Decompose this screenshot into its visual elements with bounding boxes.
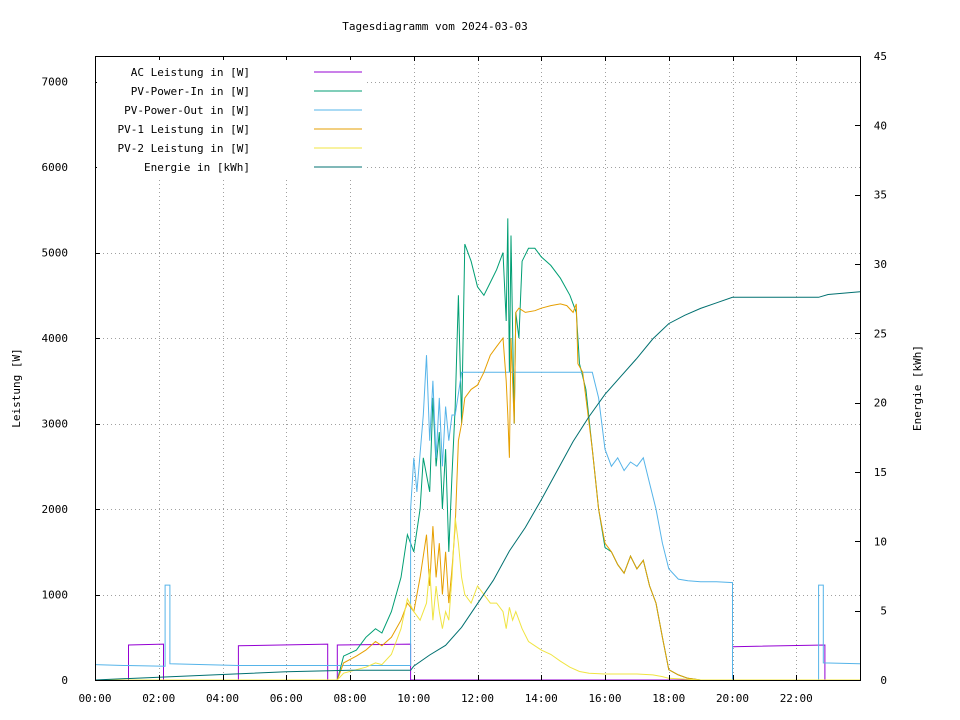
y2-tick-label: 35 <box>874 189 887 202</box>
y2-tick-label: 40 <box>874 119 887 132</box>
y2-tick-label: 5 <box>880 605 887 618</box>
legend-label: PV-2 Leistung in [W] <box>118 142 250 155</box>
x-tick-label: 20:00 <box>716 692 749 705</box>
y-axis-label: Leistung [W] <box>10 348 23 427</box>
y-tick-label: 4000 <box>42 332 69 345</box>
legend-box <box>97 60 365 178</box>
y2-tick-label: 25 <box>874 327 887 340</box>
x-tick-label: 04:00 <box>206 692 239 705</box>
y2-tick-label: 0 <box>880 674 887 687</box>
y2-tick-label: 45 <box>874 50 887 63</box>
legend-label: PV-Power-In in [W] <box>131 85 250 98</box>
series-line-5 <box>95 517 860 681</box>
x-tick-label: 14:00 <box>525 692 558 705</box>
legend-label: PV-Power-Out in [W] <box>124 104 250 117</box>
y2-axis-label: Energie [kWh] <box>911 345 924 431</box>
legend: AC Leistung in [W] PV-Power-In in [W] PV-P… <box>97 60 365 178</box>
legend-label: AC Leistung in [W] <box>131 66 250 79</box>
series-layer <box>94 218 861 681</box>
y2-tick-label: 30 <box>874 258 887 271</box>
x-tick-label: 08:00 <box>333 692 366 705</box>
y-tick-label: 1000 <box>42 589 69 602</box>
legend-label: Energie in [kWh] <box>144 161 250 174</box>
series-line-4 <box>95 303 860 681</box>
chart-title: Tagesdiagramm vom 2024-03-03 <box>342 20 527 33</box>
x-tick-label: 06:00 <box>270 692 303 705</box>
x-tick-label: 16:00 <box>588 692 621 705</box>
y2-tick-label: 20 <box>874 397 887 410</box>
y2-tick-label: 15 <box>874 466 887 479</box>
y-tick-label: 3000 <box>42 418 69 431</box>
x-tick-label: 00:00 <box>78 692 111 705</box>
axis-ticks: 00:00 02:00 04:00 06:00 08:00 10:00 12:00 14:00… <box>42 50 888 705</box>
series-line-3 <box>94 355 861 681</box>
x-tick-label: 02:00 <box>142 692 175 705</box>
y-tick-label: 7000 <box>42 76 69 89</box>
x-tick-label: 12:00 <box>461 692 494 705</box>
x-tick-label: 22:00 <box>780 692 813 705</box>
legend-label: PV-1 Leistung in [W] <box>118 123 250 136</box>
y2-tick-label: 10 <box>874 535 887 548</box>
y-tick-label: 5000 <box>42 247 69 260</box>
x-tick-label: 18:00 <box>652 692 685 705</box>
x-tick-label: 10:00 <box>397 692 430 705</box>
series-line-6 <box>94 291 861 681</box>
y-tick-label: 6000 <box>42 161 69 174</box>
y-tick-label: 0 <box>61 674 68 687</box>
series-line-2 <box>95 218 860 681</box>
y-tick-label: 2000 <box>42 503 69 516</box>
